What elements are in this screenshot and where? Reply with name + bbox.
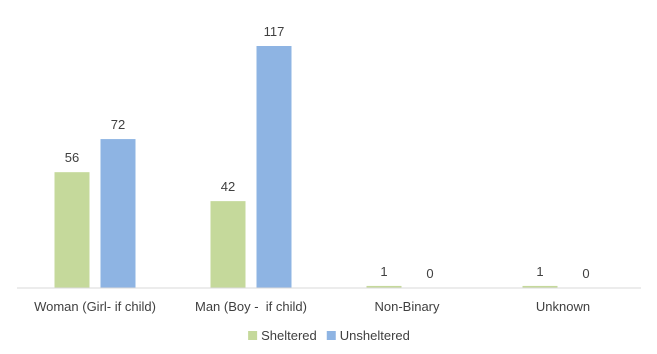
- data-labels-layer: 56 72 42 117 1 0 1 0: [65, 24, 590, 281]
- bar-sheltered-1: [210, 201, 246, 288]
- x-tick-label-3: Unknown: [536, 299, 590, 314]
- legend-label-sheltered: Sheltered: [261, 328, 317, 343]
- legend-label-unsheltered: Unsheltered: [340, 328, 410, 343]
- legend-swatch-sheltered: [248, 331, 258, 340]
- data-label-unsheltered-0: 72: [111, 117, 125, 132]
- data-label-unsheltered-1: 117: [264, 24, 285, 39]
- data-label-sheltered-1: 42: [221, 179, 235, 194]
- x-tick-label-0: Woman (Girl- if child): [34, 299, 156, 314]
- bar-unsheltered-1: [256, 46, 292, 288]
- data-label-unsheltered-2: 0: [426, 266, 433, 281]
- legend: Sheltered Unsheltered: [248, 328, 410, 343]
- data-label-sheltered-2: 1: [380, 264, 387, 279]
- bar-sheltered-3: [522, 285, 558, 288]
- data-label-sheltered-3: 1: [536, 264, 543, 279]
- x-tick-label-2: Non-Binary: [374, 299, 440, 314]
- bars-layer: [54, 46, 558, 288]
- data-label-unsheltered-3: 0: [582, 266, 589, 281]
- x-tick-labels-layer: Woman (Girl- if child) Man (Boy - if chil…: [34, 299, 590, 314]
- bar-sheltered-2: [366, 285, 402, 288]
- legend-swatch-unsheltered: [326, 331, 336, 340]
- x-tick-label-1: Man (Boy - if child): [195, 299, 307, 314]
- bar-unsheltered-0: [100, 139, 136, 288]
- data-label-sheltered-0: 56: [65, 150, 79, 165]
- bar-sheltered-0: [54, 172, 90, 288]
